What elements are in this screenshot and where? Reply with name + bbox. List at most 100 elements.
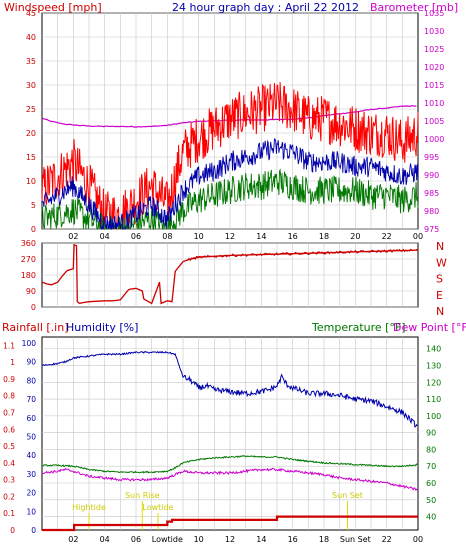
- dewpoint-line: [41, 467, 418, 491]
- wind-x-tick-label: 10: [194, 232, 204, 241]
- humidity-tick-label: 0: [31, 526, 36, 535]
- windspeed-tick-label: 30: [26, 81, 36, 90]
- barometer-tick-label: 1025: [424, 45, 444, 54]
- panel-wind-barometer: 0510152025303540459759809859909951000100…: [26, 9, 445, 241]
- climate-x-tick-label: 00: [413, 535, 423, 544]
- climate-x-tick-label: 14: [256, 535, 266, 544]
- climate-x-tick-label: 12: [225, 535, 235, 544]
- windspeed-tick-label: 15: [26, 153, 36, 162]
- rainfall-tick-label: 0.4: [3, 459, 15, 468]
- barometer-tick-label: 1035: [424, 9, 444, 18]
- temperature-tick-label: 100: [426, 412, 441, 421]
- direction-tick-label: 0: [31, 303, 36, 312]
- wind-grid: [42, 12, 418, 230]
- humidity-label: Humidity [%]: [66, 321, 138, 334]
- humidity-tick-label: 30: [26, 470, 36, 479]
- windspeed-label: Windspeed [mph]: [4, 1, 102, 14]
- event-marker-label: Hightide: [72, 503, 106, 512]
- humidity-tick-label: 100: [22, 339, 37, 348]
- temperature-line: [41, 454, 418, 474]
- wind-x-tick-label: 12: [225, 232, 235, 241]
- barometer-tick-label: 1015: [424, 81, 444, 90]
- temperature-tick-label: 70: [426, 462, 436, 471]
- rainfall-tick-label: 0.3: [3, 476, 15, 485]
- temperature-label: Temperature [°F]: [311, 321, 406, 334]
- rainfall-tick-label: 0.1: [3, 509, 15, 518]
- rainfall-tick-label: 0.9: [3, 375, 15, 384]
- humidity-tick-label: 80: [26, 376, 36, 385]
- barometer-tick-label: 990: [424, 171, 439, 180]
- wind-axes: 0510152025303540459759809859909951000100…: [26, 9, 445, 241]
- wind-x-tick-label: 18: [319, 232, 329, 241]
- barometer-tick-label: 980: [424, 207, 439, 216]
- compass-letter: N: [436, 305, 444, 318]
- humidity-tick-label: 10: [26, 507, 36, 516]
- direction-tick-label: 90: [26, 287, 36, 296]
- humidity-tick-label: 20: [26, 489, 36, 498]
- direction-grid: [42, 242, 418, 308]
- rainfall-tick-label: 0.6: [3, 425, 15, 434]
- windspeed-tick-label: 20: [26, 129, 36, 138]
- event-marker-label: Sun Rise: [125, 491, 160, 500]
- wind-x-tick-label: 08: [162, 232, 172, 241]
- rainfall-tick-label: 0: [10, 526, 15, 535]
- climate-x-tick-label: 04: [100, 535, 110, 544]
- climate-series: Hightide Sun Rise Lowtide Sun Set: [41, 350, 418, 532]
- wind-x-tick-label: 22: [382, 232, 392, 241]
- graph-title: 24 hour graph day : April 22 2012: [172, 1, 359, 14]
- climate-x-tick-label: 10: [194, 535, 204, 544]
- temperature-tick-label: 80: [426, 445, 436, 454]
- climate-x-tick-label: Sun Set: [340, 535, 371, 544]
- rainfall-tick-label: 0.5: [3, 442, 15, 451]
- event-marker-label: Lowtide: [142, 503, 173, 512]
- barometer-tick-label: 1030: [424, 27, 444, 36]
- rainfall-tick-label: 0.2: [3, 492, 15, 501]
- temperature-tick-label: 40: [426, 513, 436, 522]
- barometer-label: Barometer [mb]: [370, 1, 458, 14]
- climate-x-tick-label: 06: [131, 535, 141, 544]
- temperature-tick-label: 50: [426, 496, 436, 505]
- rainfall-tick-label: 0.7: [3, 409, 15, 418]
- humidity-tick-label: 50: [26, 433, 36, 442]
- barometer-tick-label: 985: [424, 189, 439, 198]
- temperature-tick-label: 130: [426, 362, 441, 371]
- climate-x-tick-label: 18: [319, 535, 329, 544]
- wind-x-tick-label: 14: [256, 232, 266, 241]
- temperature-tick-label: 60: [426, 479, 436, 488]
- barometer-tick-label: 995: [424, 153, 439, 162]
- humidity-tick-label: 40: [26, 451, 36, 460]
- direction-tick-label: 360: [21, 239, 36, 248]
- barometer-tick-label: 1000: [424, 135, 444, 144]
- climate-axes: 40506070809010011012013014000.10.20.30.4…: [3, 339, 441, 544]
- wind-x-tick-label: 16: [288, 232, 298, 241]
- climate-x-tick-label: 16: [288, 535, 298, 544]
- compass-letter: E: [436, 289, 443, 302]
- temperature-tick-label: 110: [426, 395, 441, 404]
- compass-letter: S: [436, 273, 443, 286]
- windspeed-tick-label: 45: [26, 9, 36, 18]
- rainfall-tick-label: 1.1: [3, 341, 15, 350]
- wind-x-tick-label: 02: [68, 232, 78, 241]
- temperature-tick-label: 120: [426, 378, 441, 387]
- temperature-tick-label: 140: [426, 345, 441, 354]
- windspeed-tick-label: 35: [26, 57, 36, 66]
- rainfall-tick-label: 1: [10, 358, 15, 367]
- wind-series: [41, 82, 419, 231]
- climate-x-tick-label: Lowtide: [152, 535, 183, 544]
- dewpoint-label: Dew Point [°F]: [393, 321, 466, 334]
- compass-letter: N: [436, 240, 444, 253]
- rainfall-tick-label: 0.8: [3, 392, 15, 401]
- windspeed-tick-label: 10: [26, 177, 36, 186]
- barometer-tick-label: 1020: [424, 63, 444, 72]
- humidity-tick-label: 70: [26, 395, 36, 404]
- humidity-tick-label: 90: [26, 358, 36, 367]
- direction-series: [41, 243, 419, 305]
- direction-tick-label: 270: [21, 255, 36, 264]
- climate-x-tick-label: 22: [382, 535, 392, 544]
- climate-x-tick-label: 02: [68, 535, 78, 544]
- panel-rain-humidity-temp: Hightide Sun Rise Lowtide Sun Set 40 50 60 70 8…: [3, 336, 441, 544]
- wind-x-tick-label: 00: [413, 232, 423, 241]
- temperature-tick-label: 90: [426, 429, 436, 438]
